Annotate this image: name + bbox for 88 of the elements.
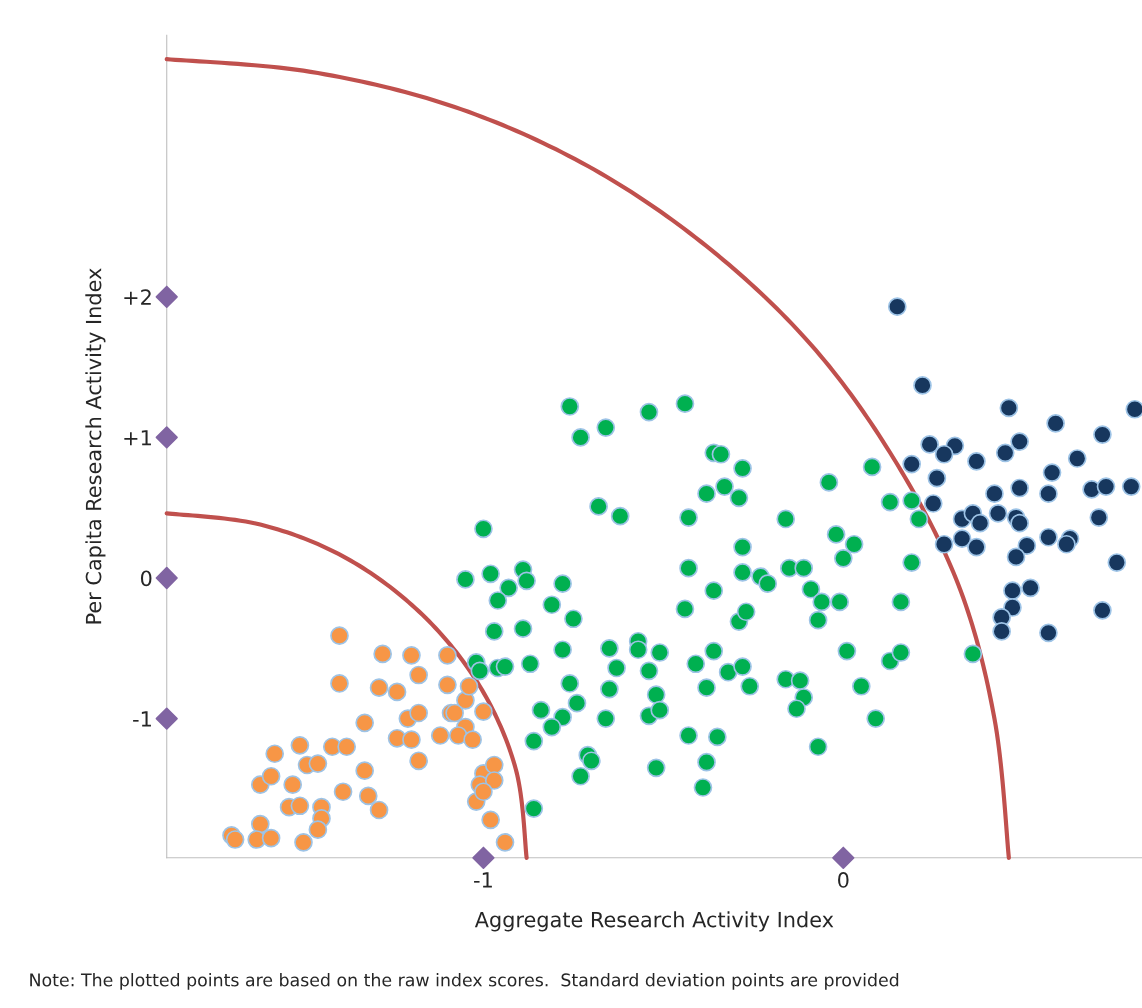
point <box>1089 508 1109 527</box>
point <box>373 644 392 664</box>
point <box>402 645 421 665</box>
y-tick-label: +1 <box>124 430 151 446</box>
point <box>1039 527 1058 547</box>
point <box>355 761 375 780</box>
y-axis-title: Per Capita Research Activity Index <box>85 268 106 624</box>
point <box>1017 536 1037 556</box>
point <box>1121 477 1141 496</box>
point <box>1093 601 1112 620</box>
point <box>155 426 178 449</box>
point <box>1046 414 1065 433</box>
point <box>355 713 375 733</box>
point <box>250 814 270 834</box>
point <box>155 566 178 590</box>
point <box>225 830 245 849</box>
point <box>1107 553 1127 572</box>
point <box>832 846 855 869</box>
point <box>481 810 500 830</box>
point <box>438 675 457 695</box>
point <box>294 833 313 852</box>
point <box>927 468 947 488</box>
point <box>155 707 178 730</box>
point <box>337 737 357 757</box>
point <box>308 820 328 840</box>
point <box>992 622 1011 641</box>
point <box>902 454 922 474</box>
text: Note: The plotted points are based on the raw index scores. Standard deviation points are provided <box>30 973 899 990</box>
point <box>1096 477 1116 496</box>
point <box>402 730 421 750</box>
point <box>369 678 389 698</box>
point <box>985 484 1004 503</box>
point <box>1021 578 1040 598</box>
point <box>409 751 428 771</box>
point <box>952 529 972 548</box>
point <box>463 730 482 750</box>
point <box>999 398 1019 418</box>
point <box>1006 547 1026 567</box>
point <box>369 800 389 820</box>
point <box>887 297 907 316</box>
point <box>934 534 954 554</box>
point <box>484 755 504 775</box>
point <box>988 503 1008 523</box>
point <box>330 674 349 693</box>
point <box>474 782 493 802</box>
point <box>1039 623 1058 643</box>
point <box>261 766 281 786</box>
point <box>967 537 986 557</box>
point <box>1093 425 1112 444</box>
point <box>333 782 353 802</box>
point <box>920 435 940 454</box>
point <box>1042 463 1062 482</box>
point <box>330 626 349 645</box>
point <box>1010 478 1029 498</box>
point <box>430 726 450 745</box>
point <box>967 451 986 471</box>
point <box>484 771 504 790</box>
point <box>1010 432 1029 451</box>
point <box>995 443 1015 463</box>
point <box>923 494 943 513</box>
point <box>913 376 932 395</box>
point <box>1057 534 1076 554</box>
point <box>472 846 495 869</box>
point <box>459 676 479 696</box>
point <box>474 702 493 721</box>
point <box>265 744 285 764</box>
point <box>970 513 990 533</box>
point <box>409 665 428 685</box>
y-tick-label: +2 <box>124 289 151 305</box>
point <box>283 775 303 795</box>
point <box>1003 581 1022 601</box>
point <box>409 703 428 723</box>
point <box>438 645 457 665</box>
point <box>290 735 310 755</box>
point <box>358 786 378 806</box>
point <box>261 828 281 848</box>
point <box>387 682 407 702</box>
y-tick-label: 0 <box>140 570 152 587</box>
point <box>1039 484 1058 503</box>
y-tick-label: -1 <box>133 711 151 727</box>
point <box>495 833 515 852</box>
point <box>1010 513 1029 533</box>
point <box>934 444 954 464</box>
point <box>308 754 328 773</box>
point <box>155 285 178 308</box>
x-axis-title: Aggregate Research Activity Index <box>474 911 834 932</box>
point <box>1067 449 1087 468</box>
point <box>290 796 310 816</box>
